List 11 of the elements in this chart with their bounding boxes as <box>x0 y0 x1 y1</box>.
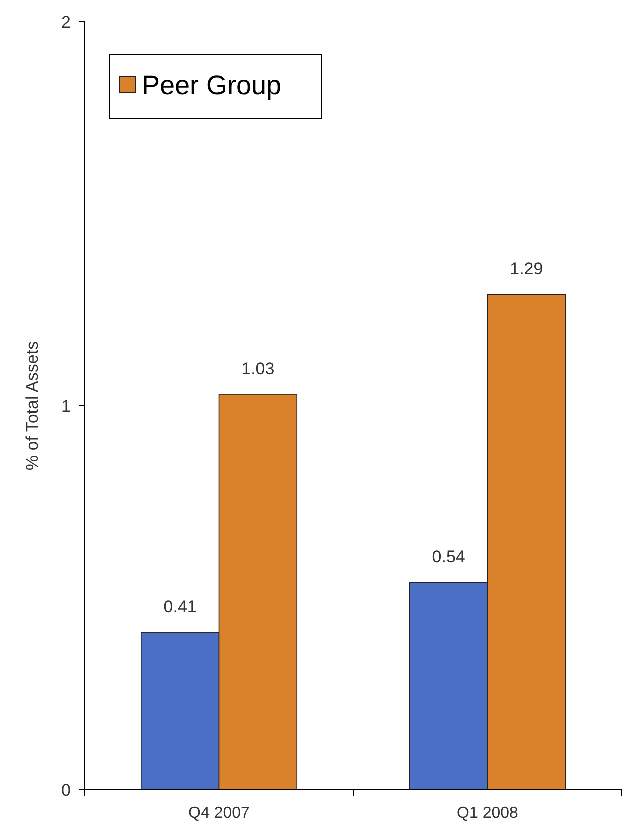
y-tick-label: 0 <box>62 780 71 800</box>
y-axis-title: % of Total Assets <box>23 341 42 471</box>
data-label: 0.41 <box>164 598 197 617</box>
y-tick-label: 2 <box>62 12 71 32</box>
data-label: 0.54 <box>432 548 466 567</box>
legend-label: Peer Group <box>142 70 282 100</box>
x-tick-label: Q1 2008 <box>457 805 519 822</box>
y-tick-label: 1 <box>62 396 71 416</box>
data-label: 1.29 <box>510 260 544 279</box>
data-label: 1.03 <box>242 359 275 378</box>
x-tick-label: Q4 2007 <box>188 805 250 822</box>
